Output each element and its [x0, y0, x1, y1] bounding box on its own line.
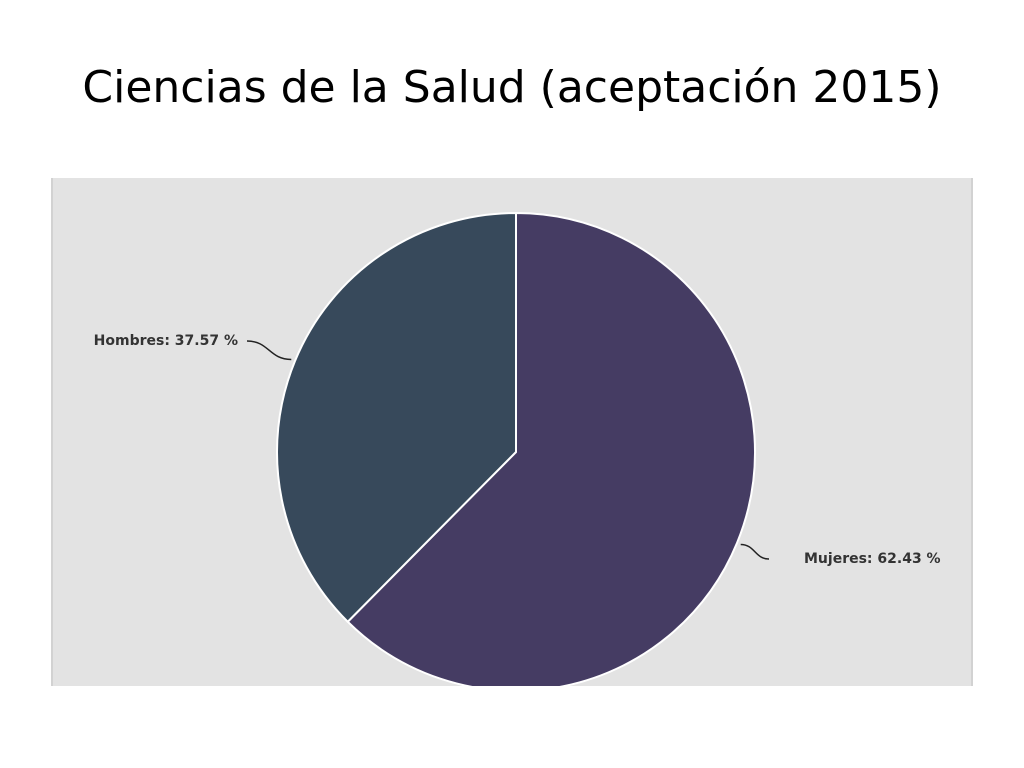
- slice-label-mujeres: Mujeres: 62.43 %: [804, 551, 941, 567]
- leader-line-mujeres: [740, 543, 770, 560]
- pie-labels: Mujeres: 62.43 % Hombres: 37.57 %: [94, 333, 941, 567]
- pie-chart: Mujeres: 62.43 % Hombres: 37.57 %: [51, 178, 973, 686]
- pie-slices: [276, 212, 756, 686]
- slide-title: Ciencias de la Salud (aceptación 2015): [82, 62, 942, 113]
- pie-slice-hombres: [276, 212, 517, 623]
- leader-line-hombres: [246, 340, 292, 361]
- chart-panel: Mujeres: 62.43 % Hombres: 37.57 %: [51, 178, 973, 686]
- slice-label-hombres: Hombres: 37.57 %: [94, 333, 238, 349]
- pie-slice-mujeres: [346, 212, 756, 686]
